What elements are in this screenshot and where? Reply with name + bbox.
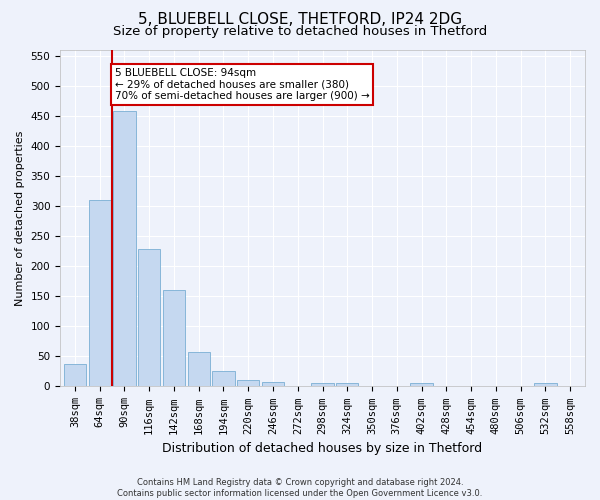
Text: 5 BLUEBELL CLOSE: 94sqm
← 29% of detached houses are smaller (380)
70% of semi-d: 5 BLUEBELL CLOSE: 94sqm ← 29% of detache… xyxy=(115,68,370,101)
Bar xyxy=(163,290,185,386)
Bar xyxy=(410,384,433,386)
Text: 5, BLUEBELL CLOSE, THETFORD, IP24 2DG: 5, BLUEBELL CLOSE, THETFORD, IP24 2DG xyxy=(138,12,462,28)
Bar xyxy=(212,372,235,386)
Bar xyxy=(262,382,284,386)
Text: Size of property relative to detached houses in Thetford: Size of property relative to detached ho… xyxy=(113,25,487,38)
Bar xyxy=(188,352,210,386)
Bar xyxy=(64,364,86,386)
Bar xyxy=(311,384,334,386)
Text: Contains HM Land Registry data © Crown copyright and database right 2024.
Contai: Contains HM Land Registry data © Crown c… xyxy=(118,478,482,498)
Bar xyxy=(138,250,160,386)
Y-axis label: Number of detached properties: Number of detached properties xyxy=(15,130,25,306)
X-axis label: Distribution of detached houses by size in Thetford: Distribution of detached houses by size … xyxy=(163,442,482,455)
Bar xyxy=(237,380,259,386)
Bar xyxy=(336,383,358,386)
Bar xyxy=(113,112,136,386)
Bar xyxy=(89,200,111,386)
Bar xyxy=(534,384,557,386)
